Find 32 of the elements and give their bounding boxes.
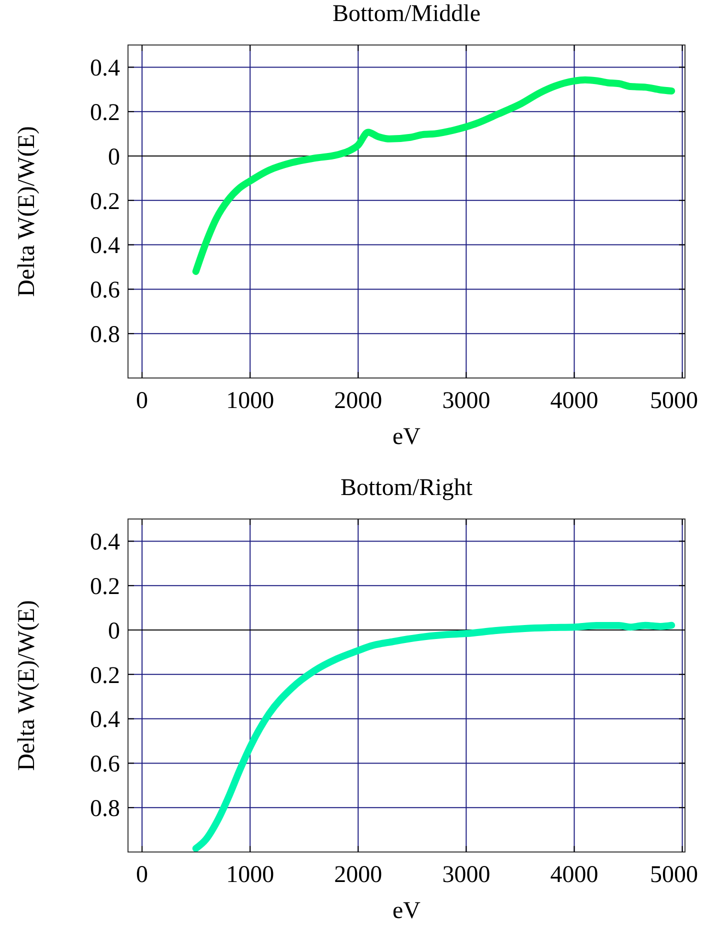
x-axis-title: eV <box>392 898 422 924</box>
y-tick-label: 0.6 <box>90 752 120 778</box>
y-tick-label: 0.8 <box>90 796 120 822</box>
x-tick-label: 1000 <box>226 388 274 414</box>
x-tick-label: 0 <box>136 862 148 888</box>
y-tick-label: 0.2 <box>90 662 120 689</box>
x-tick-label: 4000 <box>550 388 598 414</box>
y-tick-label: 0.8 <box>90 322 120 348</box>
y-tick-label: 0.2 <box>90 574 120 600</box>
y-axis-title: Delta W(E)/W(E) <box>14 126 40 297</box>
y-tick-label: 0.2 <box>90 188 120 215</box>
x-tick-label: 5000 <box>650 862 698 888</box>
x-tick-label: 1000 <box>226 862 274 888</box>
x-tick-label: 5000 <box>650 388 698 414</box>
x-tick-label: 4000 <box>550 862 598 888</box>
chart-title: Bottom/Middle <box>332 1 481 27</box>
y-tick-label: 0.6 <box>90 278 120 304</box>
y-tick-label: 0.4 <box>90 530 120 556</box>
x-tick-label: 2000 <box>334 388 382 414</box>
x-tick-label: 2000 <box>334 862 382 888</box>
x-axis-title: eV <box>392 424 422 450</box>
y-tick-label: 0.4 <box>90 707 120 734</box>
y-tick-label: 0.4 <box>90 233 120 260</box>
y-tick-label: 0.2 <box>90 100 120 126</box>
x-tick-label: 3000 <box>442 388 490 414</box>
y-tick-label: 0 <box>108 144 120 170</box>
y-tick-label: 0 <box>108 618 120 644</box>
chart-title: Bottom/Right <box>340 475 473 501</box>
x-tick-label: 0 <box>136 388 148 414</box>
y-tick-label: 0.4 <box>90 56 120 82</box>
x-tick-label: 3000 <box>442 862 490 888</box>
y-axis-title: Delta W(E)/W(E) <box>14 600 40 771</box>
